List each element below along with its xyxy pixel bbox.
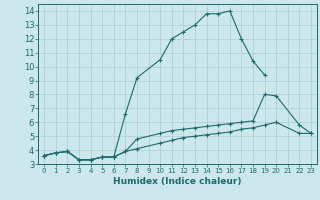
- X-axis label: Humidex (Indice chaleur): Humidex (Indice chaleur): [113, 177, 242, 186]
